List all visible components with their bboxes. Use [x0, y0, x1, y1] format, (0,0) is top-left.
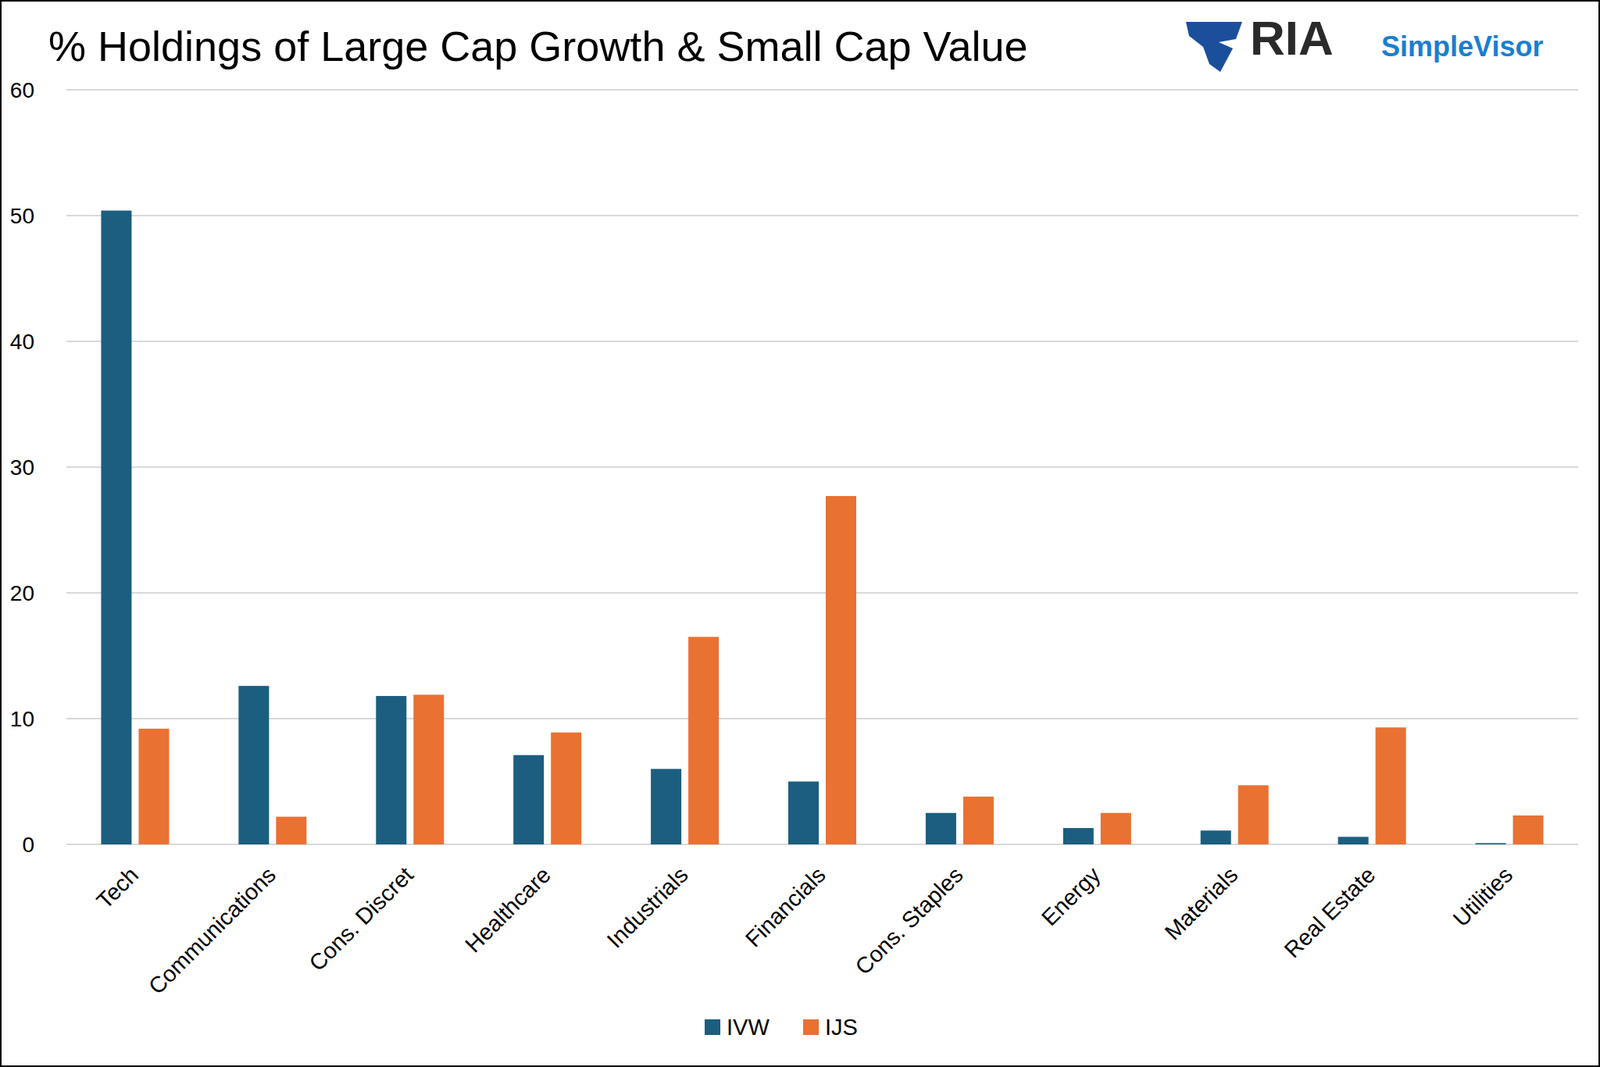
grid-line [66, 214, 1579, 217]
x-tick-label: Industrials [602, 862, 693, 954]
bars [100, 210, 1543, 845]
y-tick-label: 0 [21, 832, 35, 858]
bar [1200, 830, 1232, 845]
x-tick-label: Healthcare [460, 862, 556, 958]
bar [650, 768, 682, 845]
legend-label: IJS [825, 1014, 858, 1040]
bar [1063, 828, 1094, 845]
logo-subtext: SimpleVisor [1381, 30, 1543, 63]
bar [1475, 842, 1507, 845]
bar [100, 210, 132, 845]
bar [1338, 836, 1369, 845]
bar [238, 685, 269, 845]
bar [963, 796, 994, 845]
grid-line [66, 340, 1579, 343]
logo-text: RIA [1250, 10, 1334, 65]
bar [138, 728, 169, 845]
bar [550, 732, 582, 845]
bar [1375, 727, 1407, 845]
x-tick-label: Cons. Discret [303, 862, 418, 977]
grid-line [66, 592, 1579, 594]
x-tick-label: Communications [143, 862, 281, 1000]
grid-line [66, 717, 1579, 720]
bar [788, 782, 819, 846]
logo-icon [1185, 21, 1243, 72]
legend-swatch [803, 1019, 819, 1036]
x-tick-label: Cons. Staples [850, 862, 968, 980]
legend-swatch [704, 1019, 721, 1036]
x-tick-label: Real Estate [1279, 862, 1381, 964]
y-tick-label: 10 [10, 707, 35, 732]
x-tick-label: Tech [91, 862, 143, 915]
x-tick-label: Energy [1036, 861, 1106, 931]
bar [275, 817, 307, 845]
legend-label: IVW [726, 1014, 770, 1040]
bar [1100, 813, 1132, 845]
bar [375, 696, 407, 845]
y-tick-label: 60 [10, 78, 35, 103]
legend: IVW IJS [704, 1014, 858, 1040]
bar [1513, 815, 1544, 845]
grid-line [66, 89, 1579, 91]
y-tick-label: 20 [10, 581, 35, 606]
bar [413, 694, 444, 845]
x-tick-label: Utilities [1448, 862, 1518, 933]
title: % Holdings of Large Cap Growth & Small C… [48, 22, 1029, 70]
grid-line [66, 466, 1579, 468]
logo: RIA SimpleVisor [1185, 10, 1543, 72]
x-tick-label: Materials [1160, 862, 1243, 946]
y-tick-label: 40 [10, 329, 35, 354]
bar [1238, 785, 1269, 845]
bar [825, 496, 857, 845]
y-tick-label: 30 [10, 455, 35, 480]
bar [688, 636, 719, 845]
bar [925, 813, 957, 845]
x-tick-label: Financials [740, 862, 831, 953]
y-tick-label: 50 [10, 203, 35, 229]
bar [513, 755, 544, 845]
chart: % Holdings of Large Cap Growth & Small C… [0, 0, 1600, 1067]
